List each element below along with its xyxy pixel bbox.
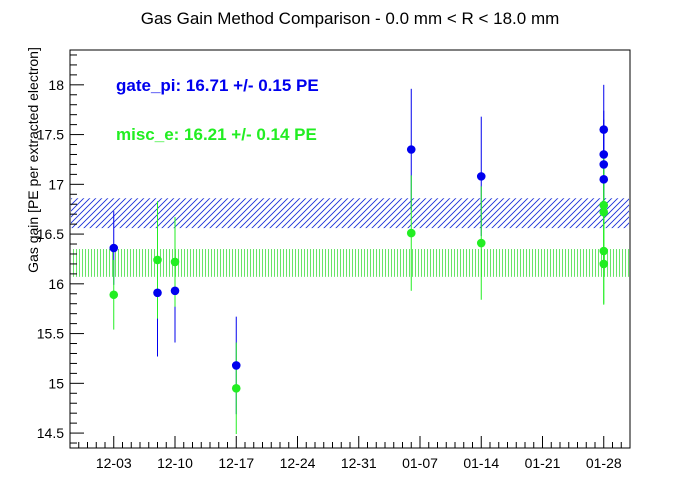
x-tick-label: 01-21 (525, 455, 561, 471)
gate_pi-legend-text: gate_pi: 16.71 +/- 0.15 PE (116, 76, 319, 95)
misc_e-point (599, 246, 609, 256)
x-tick-label: 01-14 (463, 455, 499, 471)
x-tick-label: 01-07 (402, 455, 438, 471)
chart-title: Gas Gain Method Comparison - 0.0 mm < R … (141, 9, 560, 28)
y-tick-label: 15.5 (37, 326, 64, 342)
gate_pi-point (599, 125, 609, 134)
y-tick-label: 16 (48, 276, 64, 292)
x-tick-label: 12-03 (96, 455, 132, 471)
misc_e-legend-text: misc_e: 16.21 +/- 0.14 PE (116, 125, 317, 144)
misc_e-point (476, 238, 486, 248)
gate_pi-point (599, 150, 609, 159)
y-axis-title: Gas gain [PE per extracted electron] (25, 47, 41, 273)
gate_pi-point (406, 145, 416, 154)
gate_pi-mean-band (71, 198, 629, 229)
y-axis: 14.5 15 15.5 16 16.5 17 17.5 18 (37, 54, 84, 444)
misc_e-point (599, 200, 609, 210)
x-axis: 12-03 12-10 12-17 12-24 12-31 01-07 01-14 01-21… (78, 436, 622, 471)
misc_e-point (599, 259, 609, 269)
x-tick-label: 12-10 (157, 455, 193, 471)
y-tick-label: 15 (48, 375, 64, 391)
gate_pi-point (231, 361, 241, 370)
misc_e-point (406, 228, 416, 238)
y-tick-label: 17 (48, 176, 64, 192)
y-tick-label: 18 (48, 77, 64, 93)
x-tick-label: 12-17 (218, 455, 254, 471)
gate_pi-point (476, 172, 486, 181)
x-tick-label: 01-28 (586, 455, 622, 471)
data-points (109, 125, 609, 393)
y-tick-label: 17.5 (37, 127, 64, 143)
misc_e-point (599, 207, 609, 217)
misc_e-point (109, 290, 119, 300)
gate_pi-point (599, 175, 609, 184)
gate_pi-point (599, 160, 609, 169)
y-tick-label: 14.5 (37, 425, 64, 441)
mean-bands (71, 198, 629, 277)
misc_e-point (170, 257, 180, 267)
misc_e-point (231, 384, 241, 393)
misc_e-mean-band (71, 249, 629, 277)
gate_pi-point (170, 286, 180, 296)
legend: gate_pi: 16.71 +/- 0.15 PE misc_e: 16.21 … (116, 76, 319, 144)
x-tick-label: 12-24 (280, 455, 316, 471)
gate_pi-point (153, 288, 162, 298)
y-tick-label: 16.5 (37, 226, 64, 242)
x-tick-label: 12-31 (341, 455, 377, 471)
misc_e-point (153, 255, 162, 265)
gate_pi-point (109, 243, 119, 253)
